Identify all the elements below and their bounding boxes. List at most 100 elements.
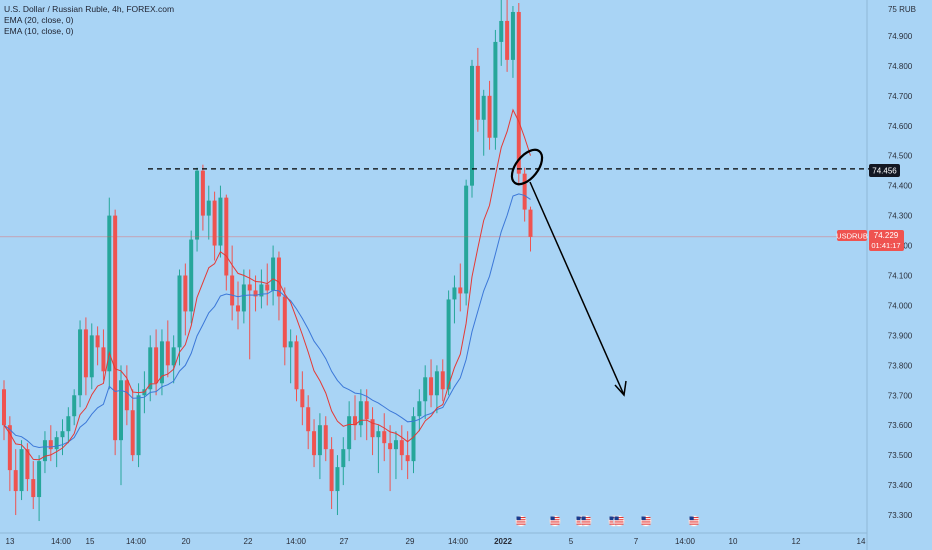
candle-body [78, 329, 83, 396]
candle-body [7, 425, 12, 471]
candle-body [13, 470, 18, 492]
candle-body [206, 200, 211, 216]
flag-stripe [689, 517, 699, 519]
x-tick-label: 14:00 [51, 537, 72, 546]
us-flag-icon[interactable] [688, 515, 700, 527]
us-flag-icon[interactable] [580, 515, 592, 527]
candle-body [493, 41, 498, 138]
candle-body [195, 170, 200, 240]
candle-body [376, 431, 381, 438]
candle-body [499, 20, 504, 42]
candle-body [271, 257, 276, 291]
candle-body [429, 377, 434, 396]
us-flag-icon[interactable] [640, 515, 652, 527]
candle-body [101, 347, 106, 372]
candle-body [364, 401, 369, 420]
y-tick-label: 74.800 [888, 62, 913, 71]
annotation-arrow-head [614, 380, 627, 397]
y-tick-label: 73.700 [888, 391, 913, 400]
candle-body [329, 449, 334, 492]
candle-body [388, 443, 393, 450]
candle-body [423, 377, 428, 402]
flag-canton [689, 516, 694, 521]
y-tick-label: 74.300 [888, 212, 913, 221]
candle-body [434, 371, 439, 396]
flag-stripe [614, 523, 624, 525]
symbol-text: USDRUB [836, 232, 868, 241]
candle-body [48, 440, 53, 450]
candle-body [370, 419, 375, 438]
candle-body [31, 479, 36, 498]
ema-10-line [3, 108, 531, 461]
candle-body [276, 257, 281, 297]
candle-body [171, 347, 176, 366]
candle-body [335, 467, 340, 492]
y-tick-label: 73.300 [888, 511, 913, 520]
candle-body [212, 200, 217, 246]
candle-body [481, 95, 486, 120]
x-tick-label: 29 [406, 537, 415, 546]
y-tick-label: 73.600 [888, 421, 913, 430]
candle-body [347, 416, 352, 450]
flag-stripe [689, 523, 699, 525]
flag-canton [516, 516, 521, 521]
y-tick-label: 75 RUB [888, 5, 916, 14]
candle-body [306, 407, 311, 432]
candle-body [411, 416, 416, 462]
annotation-ellipse[interactable] [506, 144, 548, 189]
y-tick-label: 73.400 [888, 481, 913, 490]
y-tick-label: 73.900 [888, 331, 913, 340]
candle-body [528, 209, 533, 237]
candle-body [417, 401, 422, 417]
x-tick-label: 14:00 [448, 537, 469, 546]
candle-body [440, 371, 445, 390]
y-tick-label: 74.900 [888, 32, 913, 41]
x-tick-label: 14:00 [286, 537, 307, 546]
candle-body [253, 290, 258, 297]
x-tick-label: 5 [569, 537, 574, 546]
x-tick-label: 15 [86, 537, 95, 546]
current-price-text: 74.229 [874, 231, 899, 240]
flag-stripe [550, 523, 560, 525]
candle-body [83, 329, 88, 378]
legend-title: U.S. Dollar / Russian Ruble, 4h, FOREX.c… [4, 4, 175, 14]
flag-stripe [641, 523, 651, 525]
candle-body [218, 197, 223, 246]
candle-body [130, 410, 135, 456]
us-flag-icon[interactable] [515, 515, 527, 527]
candle-body [300, 389, 305, 408]
candle-body [124, 380, 129, 411]
candle-body [200, 170, 205, 216]
candle-body [113, 215, 118, 441]
economic-events[interactable] [515, 515, 700, 527]
flag-stripe [516, 517, 526, 519]
candle-body [72, 395, 77, 417]
us-flag-icon[interactable] [613, 515, 625, 527]
us-flag-icon[interactable] [549, 515, 561, 527]
candle-body [505, 20, 510, 60]
flag-stripe [609, 517, 619, 519]
candle-body [107, 215, 112, 372]
chart-legend: U.S. Dollar / Russian Ruble, 4h, FOREX.c… [4, 4, 174, 37]
candle-body [382, 431, 387, 444]
x-tick-label: 27 [340, 537, 349, 546]
candle-body [341, 449, 346, 468]
y-tick-label: 74.000 [888, 301, 913, 310]
x-tick-label: 14:00 [675, 537, 696, 546]
x-tick-label: 7 [634, 537, 639, 546]
candle-body [183, 275, 188, 312]
annotation-arrow-line[interactable] [529, 181, 625, 396]
x-tick-label: 14 [857, 537, 866, 546]
candle-body [54, 437, 59, 450]
flag-stripe [609, 523, 619, 525]
candle-body [446, 299, 451, 390]
x-tick-label: 10 [729, 537, 738, 546]
flag-canton [581, 516, 586, 521]
candle-body [165, 341, 170, 366]
candle-body [393, 440, 398, 450]
candle-body [60, 431, 65, 438]
legend-ema20: EMA (20, close, 0) [4, 15, 74, 25]
candle-body [516, 11, 521, 174]
candle-body [42, 440, 47, 462]
